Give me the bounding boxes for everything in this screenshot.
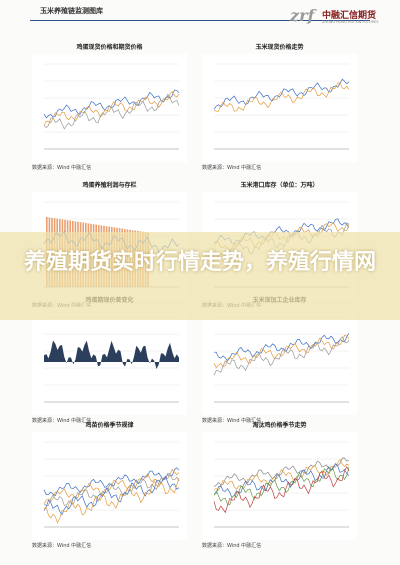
chart-panel: 鸡蛋现货价格和期货价格数据来源：Wind 中融汇信 [32,42,187,171]
panel-source: 数据来源：Wind 中融汇信 [32,165,92,171]
chart-panel: 玉米深加工企业库存数据来源：Wind 中融汇信 [202,295,357,424]
panel-title: 玉米港口库存（单位：万吨） [240,182,319,189]
line [213,336,350,376]
logo-text: 中融汇信期货 [322,11,377,21]
panel-source: 数据来源：Wind 中融汇信 [32,418,92,424]
chart-panel: 鸡蛋期现价差变化数据来源：Wind 中融汇信 [32,295,187,424]
line [213,465,350,514]
panel-title: 鸡苗价格季节规律 [85,422,134,429]
chart-thumbnail [202,307,357,415]
line [213,467,350,505]
banner-text: 养殖期货实时行情走势，养殖行情网 [23,250,376,275]
line [213,459,350,491]
logo-subtext: ZHONG RONG HUI XIN FUTURES [322,20,379,24]
line [213,457,350,487]
chart-thumbnail [32,307,187,415]
panel-title: 玉米现货价格走势 [255,44,304,51]
line [213,78,350,110]
header-rule [30,20,370,21]
line [43,477,180,524]
logo: zrf 中融汇信期货 ZHONG RONG HUI XIN FUTURES [290,6,390,28]
line [213,333,350,362]
chart-thumbnail [32,54,187,162]
panel-source: 数据来源：Wind 中融汇信 [202,418,262,424]
line [43,467,180,497]
line [43,89,180,119]
panel-source: 数据来源：Wind 中融汇信 [202,165,262,171]
panel-title: 鸡蛋养殖利润与存栏 [82,182,137,189]
chart-panel: 玉米现货价格走势数据来源：Wind 中融汇信 [202,42,357,171]
line [213,334,350,369]
panel-source: 数据来源：Wind 中融汇信 [202,543,262,549]
chart-panel: 鸡苗价格季节规律 数据来源：Wind 中融汇信 [32,420,187,549]
section-title: 玉米养殖链监测图库 [40,7,103,15]
area [44,340,179,369]
banner-band [0,232,400,320]
chart-thumbnail [32,432,187,540]
panel-title: 鸡蛋现货价格和期货价格 [76,44,143,51]
logo-mark: zrf [290,6,315,25]
line [43,472,180,506]
line [43,93,180,130]
line [43,475,180,516]
chart-thumbnail [202,54,357,162]
panel-title: 淘汰鸡价格季节走势 [252,422,307,429]
chart-thumbnail [202,432,357,540]
line [43,468,180,505]
panel-source: 数据来源：Wind 中融汇信 [32,543,92,549]
line [213,82,350,112]
line [43,91,180,126]
chart-panel: 淘汰鸡价格季节走势 数据来源：Wind 中融汇信 [202,420,357,549]
